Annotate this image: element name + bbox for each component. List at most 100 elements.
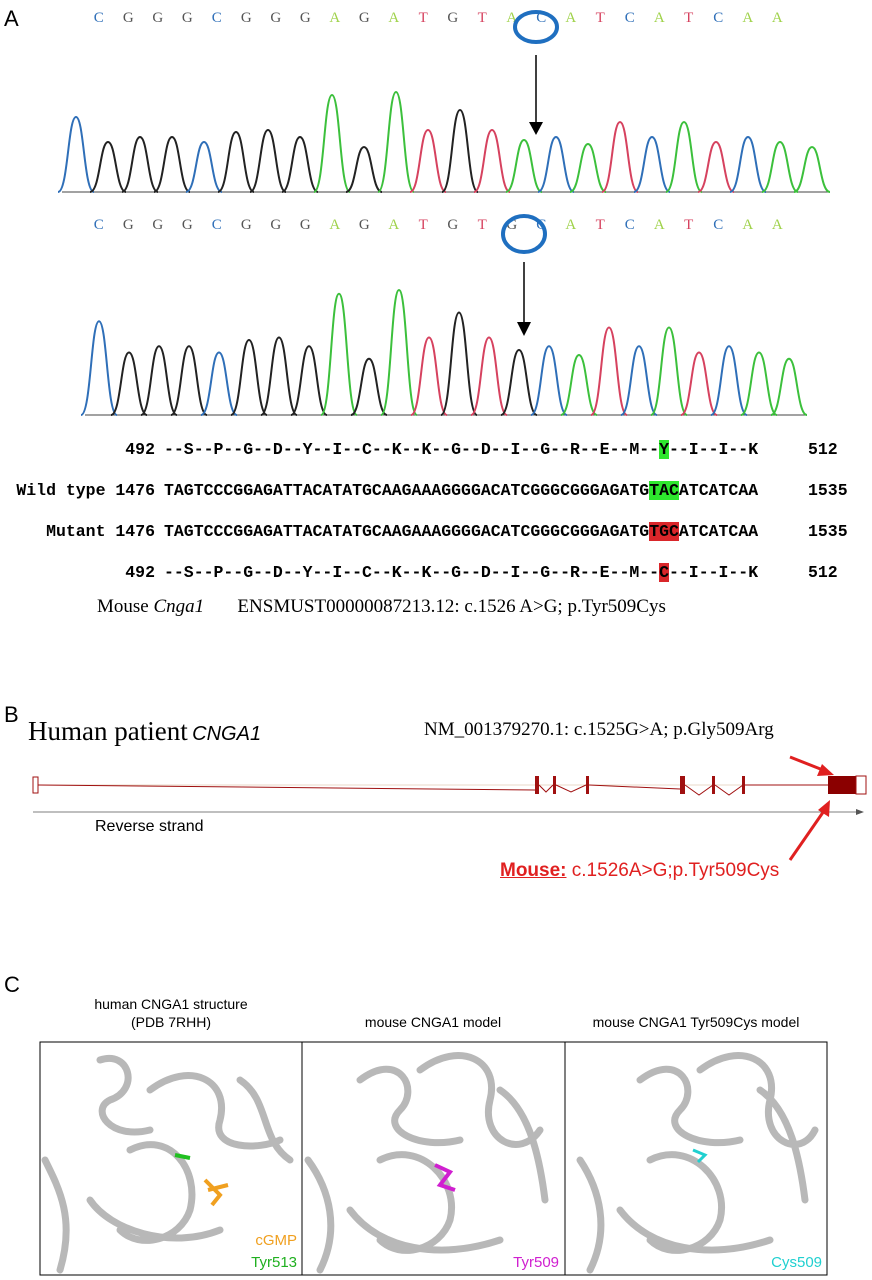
trace-peak [500,348,538,416]
base: C [211,10,222,26]
row-sequence: TAGTCCCGGAGATTACATATGCAAGAAAGGGGACATCGGG… [164,522,758,541]
base: G [270,217,282,233]
base: G [240,10,252,26]
exon [742,776,745,794]
base: A [771,10,783,26]
trace-peak [441,108,479,193]
trace-peak [729,135,767,193]
base: G [447,10,459,26]
trace-peak [217,130,255,193]
base: A [329,10,341,26]
sequence: --I--I--K [669,563,759,582]
trace-peak [290,345,328,416]
scale-arrow [856,809,864,815]
base: C [536,10,547,26]
trace-peak [380,288,418,416]
trace-peak [697,140,735,193]
base: T [595,217,605,233]
trace-peak [505,138,543,193]
human-variant: NM_001379270.1: c.1525G>A; p.Gly509Arg [424,719,774,740]
trace-peak [80,320,118,416]
trace-peak [281,135,319,193]
arrow-head [817,764,834,776]
arrow [788,807,828,861]
residue-label: Tyr509 [513,1254,559,1271]
sequence: TAGTCCCGGAGATTACATATGCAAGAAAGGGGACATCGGG… [164,522,650,541]
highlight: TAC [649,481,679,500]
base: A [388,217,400,233]
exon [680,776,685,794]
trace-peak [569,142,607,193]
trace-peak [537,135,575,193]
residue [692,1148,708,1164]
trace-peak [260,336,298,416]
base: A [388,10,400,26]
structure-title: mouse CNGA1 model [364,1014,502,1030]
row-start: 492 [125,563,155,582]
highlight: TGC [649,522,679,541]
row-start: 492 [125,440,155,459]
gene-name: CNGA1 [192,723,262,745]
trace-peak [590,326,628,416]
trace-peak [185,140,223,193]
trace-peak [560,353,598,416]
base: A [742,10,754,26]
base: C [211,217,222,233]
row-end: 1535 [808,481,848,500]
exon [712,776,715,794]
base: T [595,10,605,26]
base: G [152,217,164,233]
base: T [684,217,694,233]
trace-peak [110,351,148,416]
base: C [624,217,635,233]
base: G [506,217,518,233]
arrow-head [529,122,543,135]
caption-prefix: Mouse [97,596,149,617]
base: G [181,217,193,233]
base: G [122,10,134,26]
trace-peak [249,128,287,193]
mouse-label: Mouse: [500,860,567,881]
trace-peak [665,120,703,193]
arrow-head [818,800,830,817]
base: G [358,10,370,26]
intron [555,784,587,793]
row-end: 1535 [808,522,848,541]
trace-peak [350,357,388,416]
panel-label: C [4,972,20,997]
base: G [122,217,134,233]
base: G [299,10,311,26]
exon [586,776,589,794]
base: A [565,217,577,233]
trace-peak [313,93,351,193]
base: C [93,10,104,26]
base: G [299,217,311,233]
trace-peak [200,351,238,416]
sequence: --S--P--G--D--Y--I--C--K--K--G--D--I--G-… [164,563,660,582]
trace-peak [440,311,478,416]
panel-b-title: Human patient CNGA1 [28,716,261,747]
trace-peak [121,135,159,193]
trace-peak [140,345,178,416]
gene-model [32,755,867,861]
base: A [742,217,754,233]
base: A [653,217,665,233]
base: T [418,217,428,233]
trace-peak [620,345,658,416]
row-end: 512 [808,563,838,582]
base: G [181,10,193,26]
residue-label: Cys509 [771,1254,822,1271]
trace-peak [470,336,508,416]
highlight: C [659,563,669,582]
mouse-variant-line: Mouse: c.1526A>G;p.Tyr509Cys [500,860,779,882]
trace-peak [410,336,448,416]
base: G [270,10,282,26]
mouse-variant: c.1526A>G;p.Tyr509Cys [571,860,780,881]
trace-peak [740,351,778,416]
trace-peak [650,326,688,416]
panel-label: A [4,6,19,31]
chromatograms [57,90,831,416]
